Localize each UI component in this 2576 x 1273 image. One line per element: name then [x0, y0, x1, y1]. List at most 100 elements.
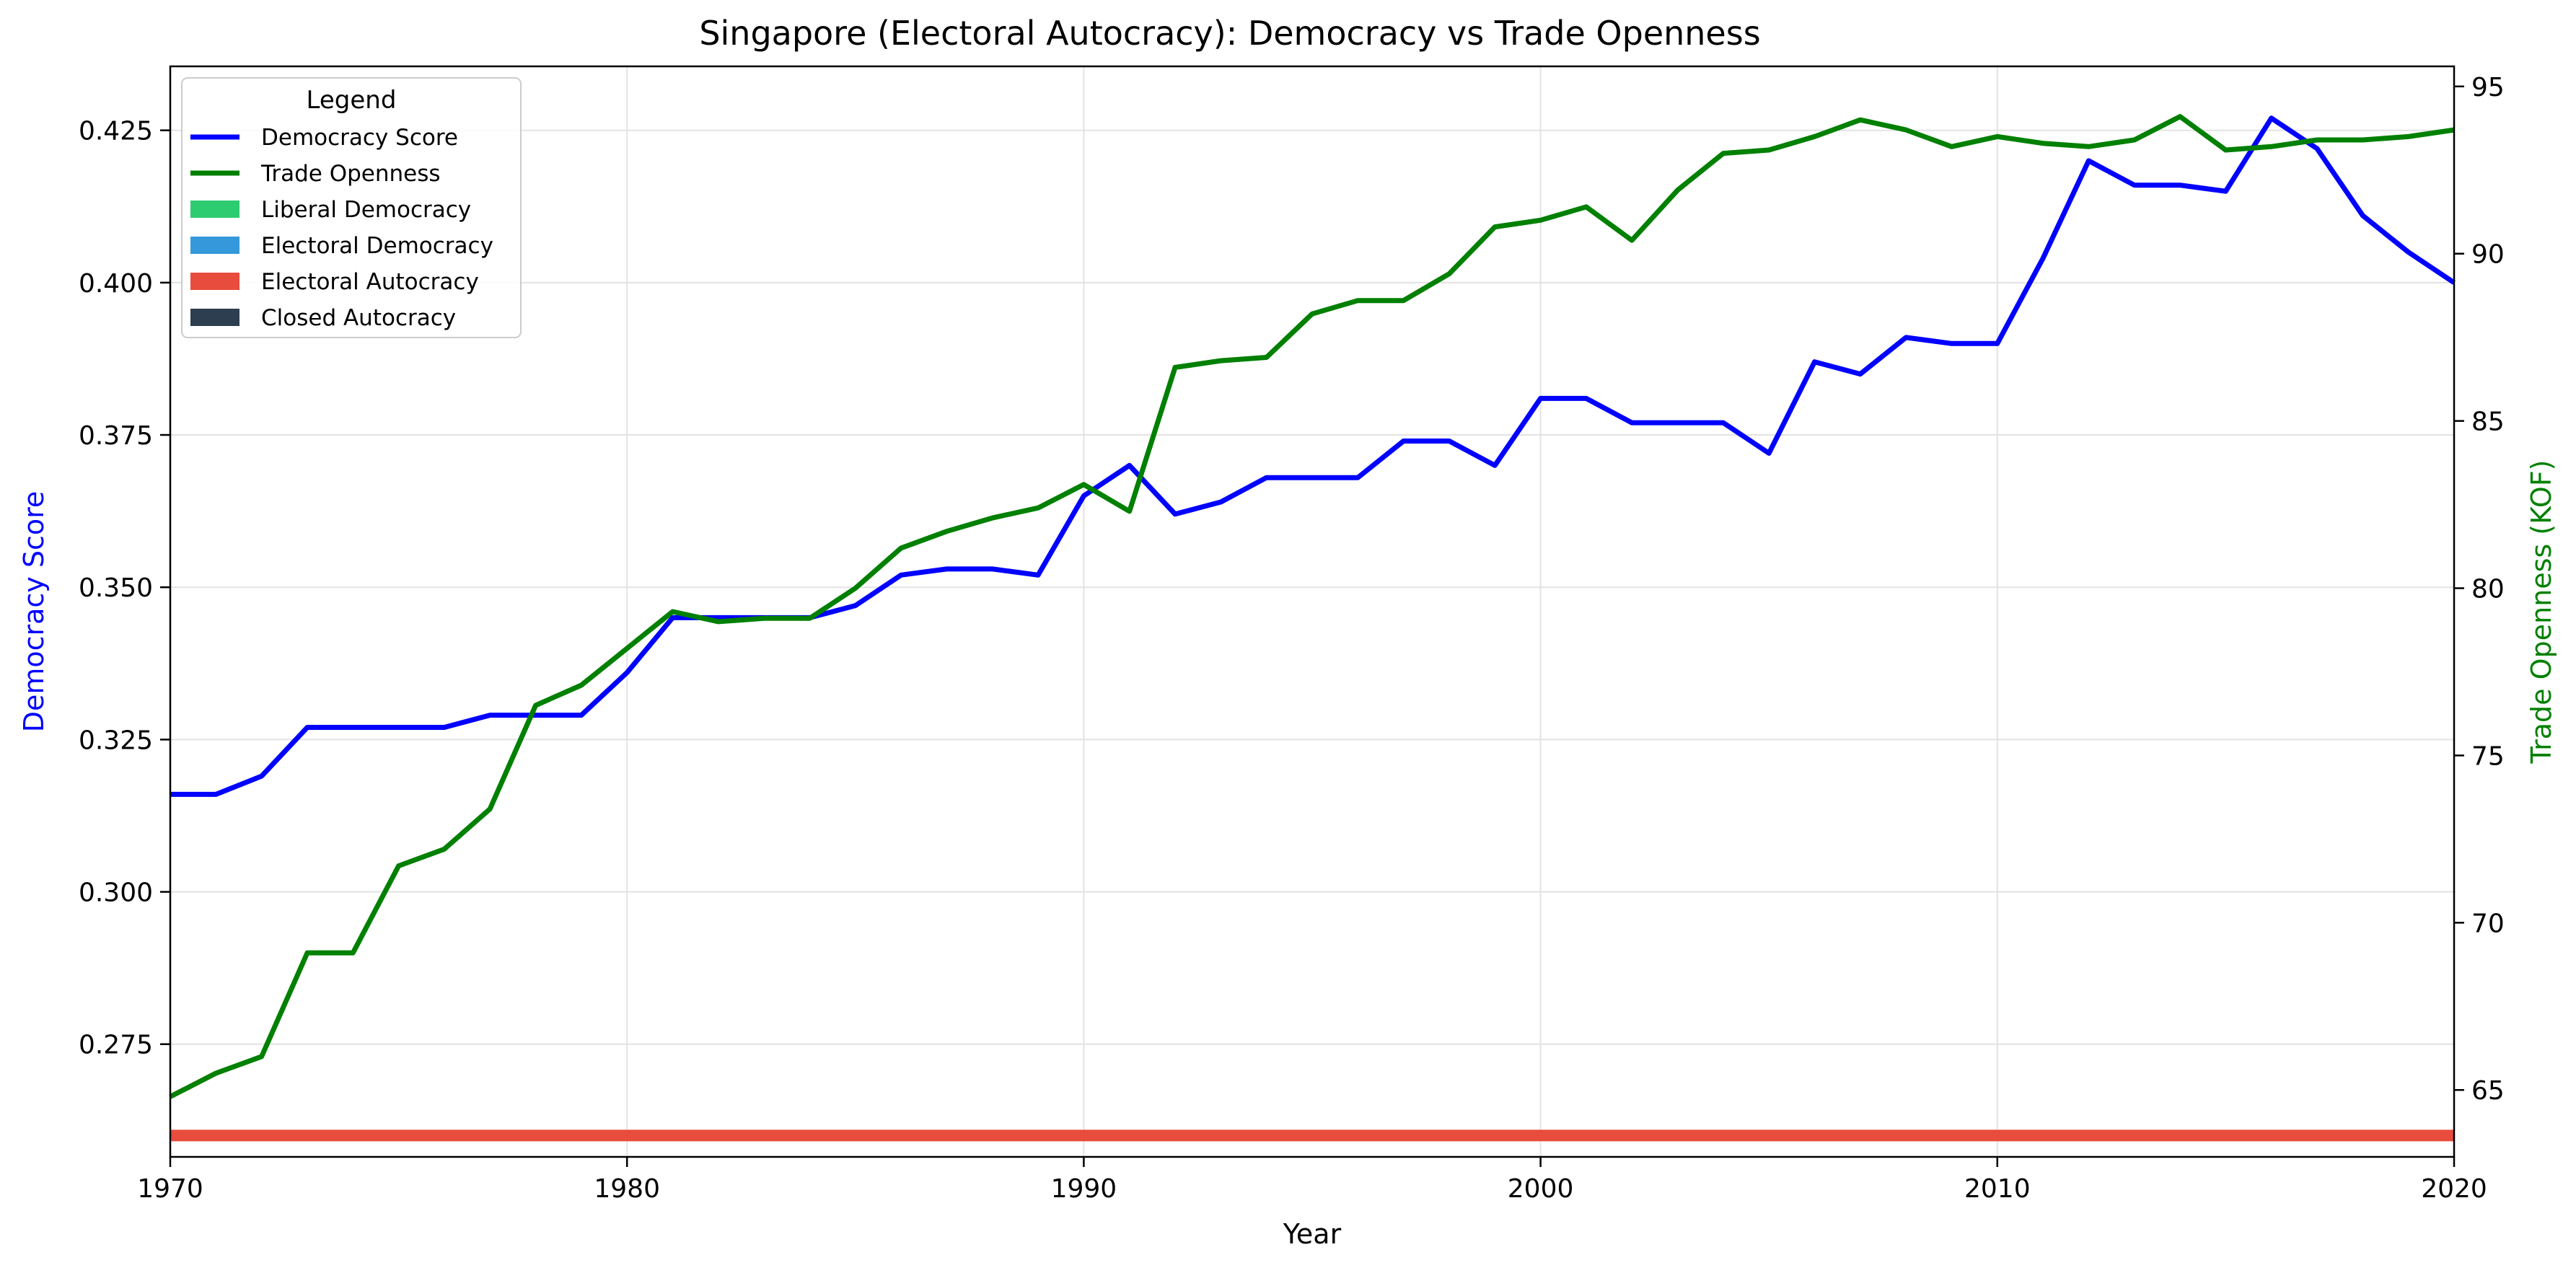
data-point-trade-openness — [488, 806, 493, 811]
legend-swatch-closed-autocracy — [190, 309, 239, 326]
y-right-tick-label: 75 — [2471, 741, 2505, 771]
data-point-trade-openness — [396, 863, 401, 868]
data-point-trade-openness — [853, 586, 858, 591]
y-axis-right-label: Trade Openness (KOF) — [2526, 459, 2557, 764]
data-point-trade-openness — [1493, 224, 1498, 229]
data-point-trade-openness — [1995, 134, 2000, 139]
y-axis-left-label: Democracy Score — [18, 491, 50, 733]
data-point-democracy-score — [1538, 396, 1543, 401]
data-point-trade-openness — [899, 545, 904, 550]
data-point-trade-openness — [2041, 141, 2046, 146]
data-point-trade-openness — [1310, 312, 1315, 317]
y-right-tick-label: 80 — [2471, 575, 2505, 604]
y-axis-left: 0.275 0.300 0.325 0.350 0.375 0.400 0.425 — [79, 117, 170, 1060]
data-point-democracy-score — [1949, 341, 1954, 346]
data-point-democracy-score — [1995, 341, 2000, 346]
data-point-democracy-score — [2132, 182, 2137, 188]
legend-box — [181, 77, 522, 338]
y-left-tick-label: 0.400 — [79, 269, 153, 299]
data-point-democracy-score — [1446, 439, 1451, 444]
legend-swatch-electoral-democracy — [190, 237, 239, 254]
data-point-trade-openness — [351, 951, 356, 956]
y-left-tick-label: 0.300 — [79, 878, 153, 908]
data-point-democracy-score — [304, 725, 309, 730]
data-point-trade-openness — [2178, 114, 2183, 119]
data-point-trade-openness — [1081, 482, 1086, 487]
data-point-democracy-score — [670, 615, 675, 620]
data-point-trade-openness — [625, 646, 630, 651]
data-point-trade-openness — [944, 529, 949, 534]
data-point-trade-openness — [2086, 144, 2091, 149]
y-left-tick-label: 0.275 — [79, 1031, 153, 1060]
legend-swatch-liberal-democracy — [190, 201, 239, 218]
x-axis-label: Year — [1283, 1218, 1342, 1250]
data-point-democracy-score — [2315, 146, 2320, 151]
data-point-trade-openness — [1355, 298, 1360, 303]
x-tick-label: 1970 — [137, 1174, 203, 1204]
data-point-trade-openness — [1127, 508, 1132, 514]
data-point-trade-openness — [990, 516, 995, 521]
series-lines — [169, 114, 2456, 1099]
x-tick-label: 2020 — [2421, 1174, 2487, 1204]
data-point-democracy-score — [2041, 256, 2046, 261]
y-left-tick-label: 0.375 — [79, 421, 153, 451]
data-point-democracy-score — [2223, 189, 2228, 194]
legend-label-electoral-autocracy: Electoral Autocracy — [261, 269, 479, 295]
data-point-trade-openness — [2406, 134, 2411, 139]
y-right-tick-label: 70 — [2471, 909, 2505, 938]
data-point-trade-openness — [1812, 134, 1817, 139]
data-point-democracy-score — [1767, 451, 1772, 456]
y-axis-right: 65 70 75 80 85 90 95 — [2454, 73, 2505, 1106]
data-point-democracy-score — [1675, 420, 1680, 426]
y-right-tick-label: 90 — [2471, 240, 2505, 270]
data-point-trade-openness — [2315, 138, 2320, 143]
legend: Legend Democracy Score Trade Openness Libe… — [181, 77, 522, 338]
data-point-democracy-score — [899, 573, 904, 578]
data-point-trade-openness — [1720, 151, 1726, 156]
data-point-democracy-score — [441, 725, 447, 730]
data-point-trade-openness — [1904, 128, 1909, 133]
data-point-trade-openness — [1218, 358, 1223, 364]
y-left-tick-label: 0.350 — [79, 573, 153, 603]
plot-frame — [169, 65, 2456, 1158]
x-axis: 1970 1980 1990 2000 2010 2020 — [137, 1157, 2487, 1204]
data-point-trade-openness — [1858, 118, 1863, 123]
data-point-trade-openness — [2360, 138, 2365, 143]
data-point-trade-openness — [716, 619, 721, 624]
data-point-trade-openness — [1767, 147, 1772, 152]
data-point-democracy-score — [2269, 115, 2274, 120]
data-point-trade-openness — [1583, 204, 1588, 209]
data-point-democracy-score — [2178, 182, 2183, 188]
legend-label-closed-autocracy: Closed Autocracy — [261, 305, 456, 331]
data-point-trade-openness — [1675, 188, 1680, 193]
legend-swatch-electoral-autocracy — [190, 273, 239, 290]
data-point-trade-openness — [214, 1071, 219, 1076]
data-point-trade-openness — [1401, 298, 1406, 303]
data-point-trade-openness — [1446, 271, 1451, 276]
x-tick-label: 2000 — [1508, 1174, 1574, 1204]
y-right-tick-label: 85 — [2471, 408, 2505, 437]
data-point-democracy-score — [1310, 475, 1315, 480]
x-tick-label: 1990 — [1051, 1174, 1117, 1204]
data-point-democracy-score — [1036, 573, 1041, 578]
data-point-democracy-score — [1173, 511, 1178, 516]
y-left-tick-label: 0.425 — [79, 117, 153, 146]
series-line-democracy-score — [170, 115, 2456, 797]
data-point-democracy-score — [1904, 335, 1909, 340]
data-point-democracy-score — [625, 670, 630, 675]
legend-label-electoral-democracy: Electoral Democracy — [261, 233, 493, 259]
grid-lines — [170, 66, 2455, 1157]
data-point-trade-openness — [1264, 355, 1269, 360]
data-point-trade-openness — [579, 683, 584, 688]
data-point-trade-openness — [304, 951, 309, 956]
data-point-trade-openness — [441, 847, 447, 852]
data-point-democracy-score — [259, 774, 264, 779]
data-point-trade-openness — [762, 616, 767, 621]
series-line-trade-openness — [169, 114, 2455, 1099]
data-point-democracy-score — [1720, 420, 1726, 426]
data-point-democracy-score — [396, 725, 401, 730]
data-point-democracy-score — [214, 792, 219, 797]
data-point-trade-openness — [2223, 147, 2228, 152]
data-point-trade-openness — [1173, 365, 1178, 370]
